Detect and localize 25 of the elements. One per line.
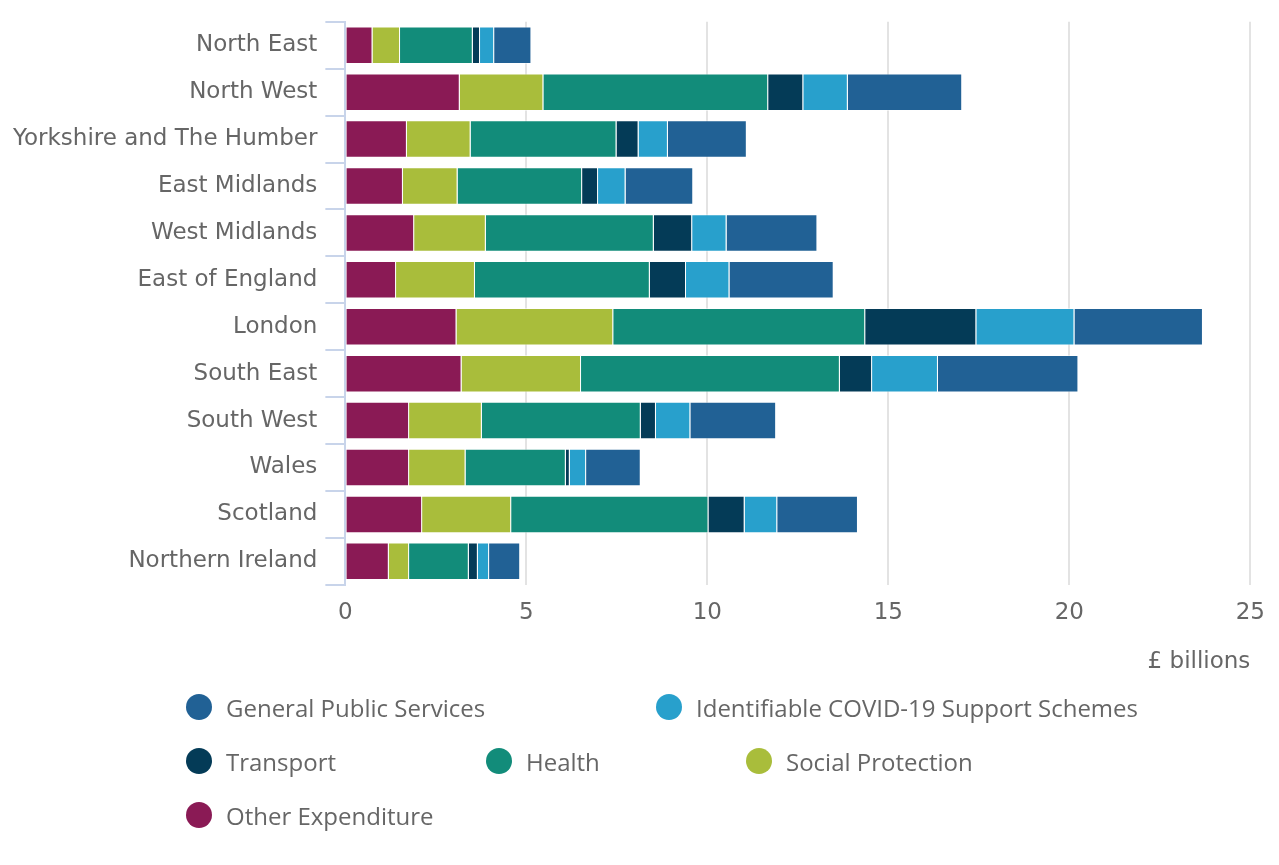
x-tick-label: 25 [1235, 597, 1266, 624]
x-tick-label: 15 [873, 597, 903, 624]
y-tick-label: Scotland [217, 499, 318, 526]
legend-label: Health [526, 744, 600, 778]
y-tick-label: West Midlands [151, 217, 318, 244]
x-tick-label: 10 [692, 597, 722, 624]
y-tick-label: Wales [249, 452, 318, 479]
x-tick-label: 5 [519, 597, 534, 624]
legend-label: Social Protection [786, 744, 973, 778]
legend-label: General Public Services [226, 690, 486, 724]
y-tick-label: East of England [137, 264, 318, 291]
x-tick-label: 20 [1054, 597, 1085, 624]
y-tick-label: South East [193, 358, 318, 385]
y-tick-label: Yorkshire and The Humber [12, 124, 318, 151]
y-tick-label: East Midlands [157, 170, 318, 197]
y-tick-label: London [233, 311, 318, 338]
y-tick-label: Northern Ireland [128, 546, 318, 573]
y-tick-label: South West [186, 405, 318, 432]
legend-label: Transport [226, 744, 337, 778]
x-tick-label: 0 [338, 597, 353, 624]
x-axis-title: £ billions [1147, 647, 1251, 674]
legend-label: Identifiable COVID-19 Support Schemes [696, 690, 1138, 724]
y-tick-label: North East [196, 30, 318, 57]
y-tick-label: North West [189, 77, 318, 104]
legend-label: Other Expenditure [226, 798, 434, 832]
